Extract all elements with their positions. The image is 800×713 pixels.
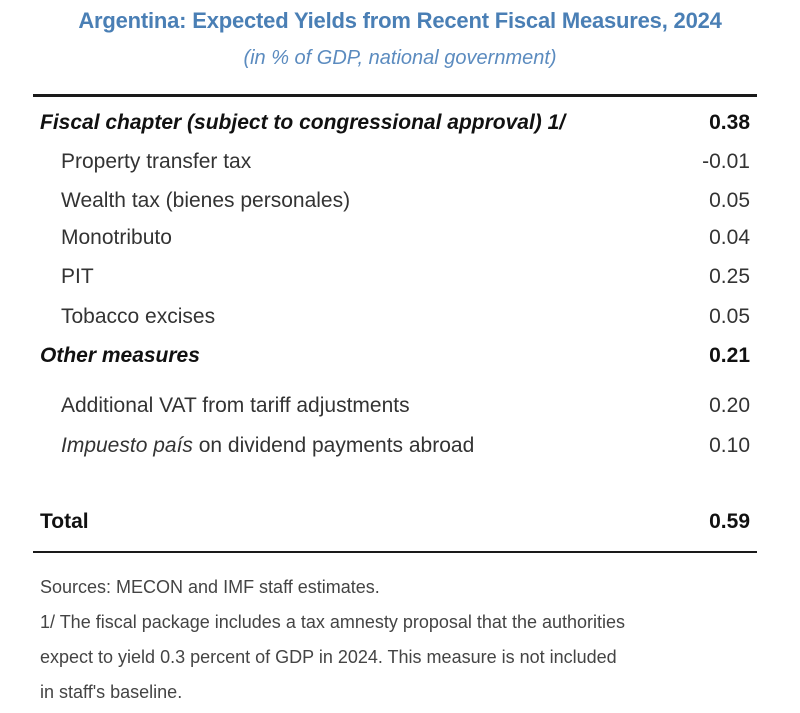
row-value: 0.20 [709,394,750,417]
footnote-line: expect to yield 0.3 percent of GDP in 20… [40,647,617,667]
table-row: Impuesto país on dividend payments abroa… [0,434,800,464]
footnote-line: in staff's baseline. [40,682,183,702]
row-label: Additional VAT from tariff adjustments [61,394,410,417]
table-row-total: Total 0.59 [0,510,800,540]
row-value: 0.21 [709,344,750,367]
row-value: 0.04 [709,226,750,249]
row-label: Impuesto país on dividend payments abroa… [61,434,474,458]
top-rule [33,94,757,97]
row-value: 0.10 [709,434,750,457]
row-value: -0.01 [702,150,750,173]
row-value: 0.05 [709,189,750,212]
table-row-other-measures: Other measures 0.21 [0,344,800,374]
table-notes: Sources: MECON and IMF staff estimates. … [40,570,770,710]
table-row-fiscal-chapter: Fiscal chapter (subject to congressional… [0,111,800,141]
table-row: Additional VAT from tariff adjustments 0… [0,394,800,424]
row-label-italic: Impuesto país [61,434,193,457]
table-title: Argentina: Expected Yields from Recent F… [78,8,722,33]
row-label: PIT [61,265,94,288]
table-row: PIT 0.25 [0,265,800,295]
table-row: Wealth tax (bienes personales) 0.05 [0,189,800,219]
table-row: Property transfer tax -0.01 [0,150,800,180]
bottom-rule [33,551,757,553]
row-label: Tobacco excises [61,305,216,328]
row-label: Fiscal chapter (subject to congressional… [40,111,566,134]
row-label-rest: on dividend payments abroad [192,434,475,457]
row-label: Monotributo [61,226,172,249]
table-row: Tobacco excises 0.05 [0,305,800,335]
row-label: Property transfer tax [61,150,252,173]
row-value: 0.59 [709,510,750,533]
table-row: Monotributo 0.04 [0,226,800,256]
row-value: 0.38 [709,111,750,134]
footnote-line: 1/ The fiscal package includes a tax amn… [40,612,626,632]
row-value: 0.25 [709,265,750,288]
row-label: Other measures [40,344,200,367]
row-label: Wealth tax (bienes personales) [61,189,351,212]
row-label: Total [40,510,89,533]
row-value: 0.05 [709,305,750,328]
table-subtitle: (in % of GDP, national government) [243,47,557,69]
sources-note: Sources: MECON and IMF staff estimates. [40,577,380,597]
